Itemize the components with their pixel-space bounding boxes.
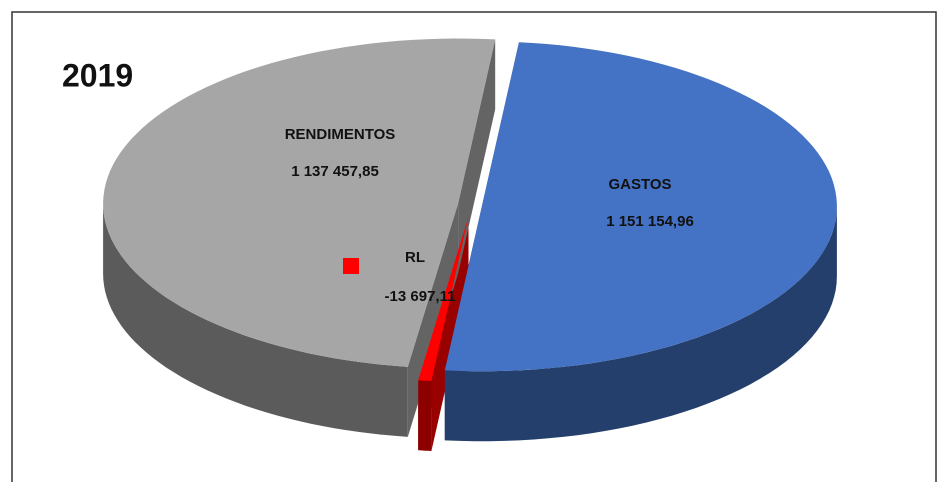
category-label: GASTOS bbox=[608, 176, 671, 193]
category-label: RENDIMENTOS bbox=[285, 126, 396, 143]
slice-side bbox=[444, 206, 837, 442]
slice-side bbox=[103, 203, 408, 437]
slice-cut-face bbox=[458, 39, 496, 274]
legend-swatch bbox=[343, 258, 359, 274]
slice bbox=[444, 42, 837, 372]
data-label: 1 151 154,96 bbox=[606, 213, 694, 230]
category-label: RL bbox=[405, 249, 425, 266]
slice bbox=[418, 216, 469, 381]
data-label: 1 137 457,85 bbox=[291, 163, 379, 180]
slice-side bbox=[418, 380, 432, 451]
data-label: -13 697,11 bbox=[385, 288, 456, 305]
chart-title: 2019 bbox=[62, 57, 133, 93]
slice bbox=[103, 38, 496, 367]
pie bbox=[103, 38, 837, 451]
